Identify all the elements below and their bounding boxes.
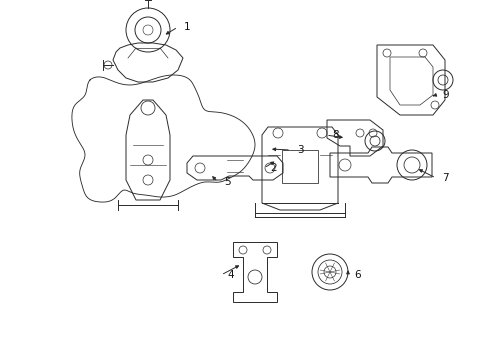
Text: 5: 5 xyxy=(224,177,230,187)
Text: 4: 4 xyxy=(226,270,233,280)
Text: 1: 1 xyxy=(183,22,190,32)
Text: 2: 2 xyxy=(269,163,276,173)
Text: 8: 8 xyxy=(331,130,338,140)
Text: 7: 7 xyxy=(441,173,447,183)
Text: 3: 3 xyxy=(296,145,303,155)
Text: 9: 9 xyxy=(441,90,447,100)
Text: 6: 6 xyxy=(353,270,360,280)
